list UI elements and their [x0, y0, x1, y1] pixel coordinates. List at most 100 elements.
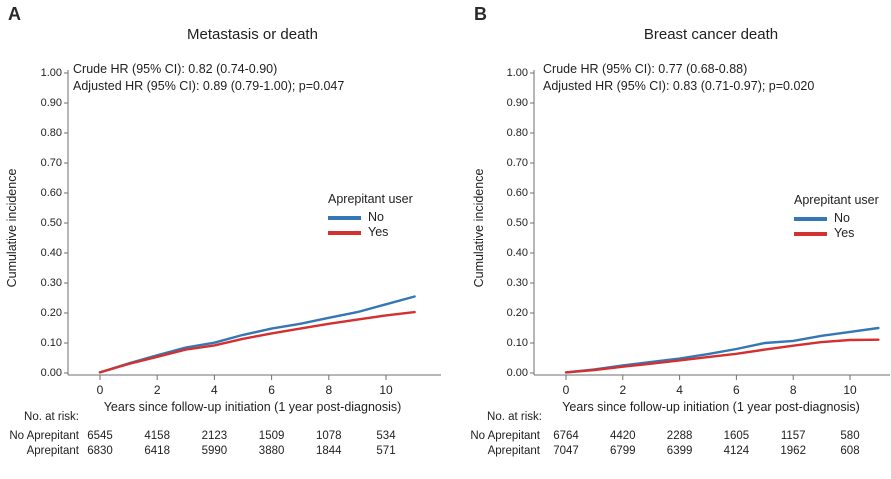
no-line-swatch: [328, 215, 361, 220]
curve-yes: [564, 338, 880, 374]
risk-count: 580: [840, 430, 860, 442]
legend-title: Aprepitant user: [328, 192, 413, 206]
risk-count: 6545: [87, 430, 113, 442]
risk-count: 4420: [610, 430, 636, 442]
risk-count: 571: [376, 445, 396, 457]
risk-count: 6418: [144, 445, 170, 457]
y-tick-label: 0.30: [40, 277, 62, 289]
curve-no: [564, 326, 880, 374]
risk-row-label: No Aprepitant: [9, 430, 79, 442]
legend-item-yes: Yes: [794, 226, 879, 241]
y-tick-label: 0.10: [40, 337, 62, 349]
panel-a: A Metastasis or death Crude HR (95% CI):…: [0, 0, 445, 479]
y-tick-label: 0.70: [506, 157, 528, 169]
y-tick-label: 0.90: [506, 97, 528, 109]
risk-row-label: Aprepitant: [487, 445, 540, 457]
adjusted-hr-text: Adjusted HR (95% CI): 0.89 (0.79-1.00); …: [73, 78, 345, 93]
risk-count: 1157: [780, 430, 806, 442]
y-axis-title: Cumulative incidence: [472, 168, 486, 288]
plot-area: [530, 70, 890, 380]
legend-item-no: No: [794, 211, 879, 226]
legend: Aprepitant user No Yes: [794, 193, 879, 241]
y-tick-label: 0.20: [506, 307, 528, 319]
x-tick-label: 4: [676, 383, 683, 397]
legend-label: Yes: [368, 225, 389, 239]
risk-count: 1605: [723, 430, 750, 442]
y-tick-label: 0.50: [40, 217, 62, 229]
risk-count: 1078: [316, 430, 342, 442]
risk-table-caption: No. at risk:: [487, 411, 542, 423]
risk-table-caption: No. at risk:: [24, 411, 79, 423]
risk-count: 1962: [780, 445, 806, 457]
yes-line-swatch: [794, 231, 827, 236]
x-tick-label: 4: [211, 383, 218, 397]
risk-count: 5990: [201, 445, 228, 457]
crude-hr-text: Crude HR (95% CI): 0.82 (0.74-0.90): [73, 62, 278, 76]
x-tick-label: 2: [619, 383, 627, 397]
y-tick-label: 0.10: [506, 337, 528, 349]
yes-line-swatch: [328, 230, 361, 235]
x-tick-label: 2: [153, 383, 161, 397]
crude-hr-text: Crude HR (95% CI): 0.77 (0.68-0.88): [543, 62, 748, 76]
panel-letter: A: [8, 4, 21, 24]
y-tick-label: 0.30: [506, 277, 528, 289]
legend: Aprepitant user No Yes: [328, 192, 413, 240]
legend-item-yes: Yes: [328, 225, 413, 240]
y-tick-label: 0.00: [506, 367, 528, 379]
risk-row-label: Aprepitant: [26, 445, 79, 457]
risk-count: 6764: [553, 430, 579, 442]
risk-count: 3880: [258, 445, 285, 457]
x-tick-label: 8: [325, 383, 333, 397]
risk-count: 534: [376, 430, 396, 442]
risk-count: 1509: [258, 430, 285, 442]
legend-label: No: [834, 211, 850, 225]
risk-count: 2288: [666, 430, 693, 442]
curve-no: [98, 295, 416, 374]
hr-annotation: Crude HR (95% CI): 0.82 (0.74-0.90) Adju…: [73, 61, 344, 94]
x-tick-label: 6: [268, 383, 275, 397]
y-tick-label: 1.00: [40, 67, 62, 79]
risk-count: 1844: [316, 445, 342, 457]
risk-count: 4124: [723, 445, 750, 457]
legend-item-no: No: [328, 210, 413, 225]
x-axis-title: Years since follow-up initiation (1 year…: [562, 400, 860, 414]
risk-count: 7047: [553, 445, 579, 457]
y-tick-label: 0.20: [40, 307, 62, 319]
x-tick-label: 0: [562, 383, 570, 397]
y-tick-label: 0.60: [506, 187, 528, 199]
y-tick-label: 0.40: [506, 247, 528, 259]
y-tick-label: 0.90: [40, 97, 62, 109]
hr-annotation: Crude HR (95% CI): 0.77 (0.68-0.88) Adju…: [543, 61, 814, 94]
y-tick-label: 0.80: [506, 127, 528, 139]
y-tick-label: 0.50: [506, 217, 528, 229]
y-tick-label: 0.00: [40, 367, 62, 379]
x-tick-label: 6: [733, 383, 740, 397]
plot-area: [64, 70, 441, 380]
risk-row-label: No Aprepitant: [470, 430, 540, 442]
legend-label: Yes: [834, 226, 855, 240]
no-line-swatch: [794, 216, 827, 221]
y-axis-title: Cumulative incidence: [5, 168, 19, 288]
legend-title: Aprepitant user: [794, 193, 879, 207]
y-tick-label: 0.40: [40, 247, 62, 259]
y-tick-label: 1.00: [506, 67, 528, 79]
x-axis-title: Years since follow-up initiation (1 year…: [103, 400, 402, 414]
x-tick-label: 10: [843, 383, 857, 397]
panel-letter: B: [474, 4, 487, 24]
x-tick-label: 10: [379, 383, 393, 397]
risk-count: 6399: [666, 445, 693, 457]
y-tick-label: 0.70: [40, 157, 62, 169]
risk-count: 6799: [610, 445, 636, 457]
x-tick-label: 8: [789, 383, 797, 397]
adjusted-hr-text: Adjusted HR (95% CI): 0.83 (0.71-0.97); …: [543, 78, 815, 93]
y-tick-label: 0.80: [40, 127, 62, 139]
y-tick-label: 0.60: [40, 187, 62, 199]
curve-yes: [98, 310, 416, 374]
panel-b: B Breast cancer death Crude HR (95% CI):…: [446, 0, 891, 479]
risk-count: 6830: [87, 445, 113, 457]
chart-title: Metastasis or death: [187, 26, 318, 43]
x-tick-label: 0: [96, 383, 104, 397]
chart-title: Breast cancer death: [643, 26, 779, 43]
risk-count: 608: [840, 445, 860, 457]
